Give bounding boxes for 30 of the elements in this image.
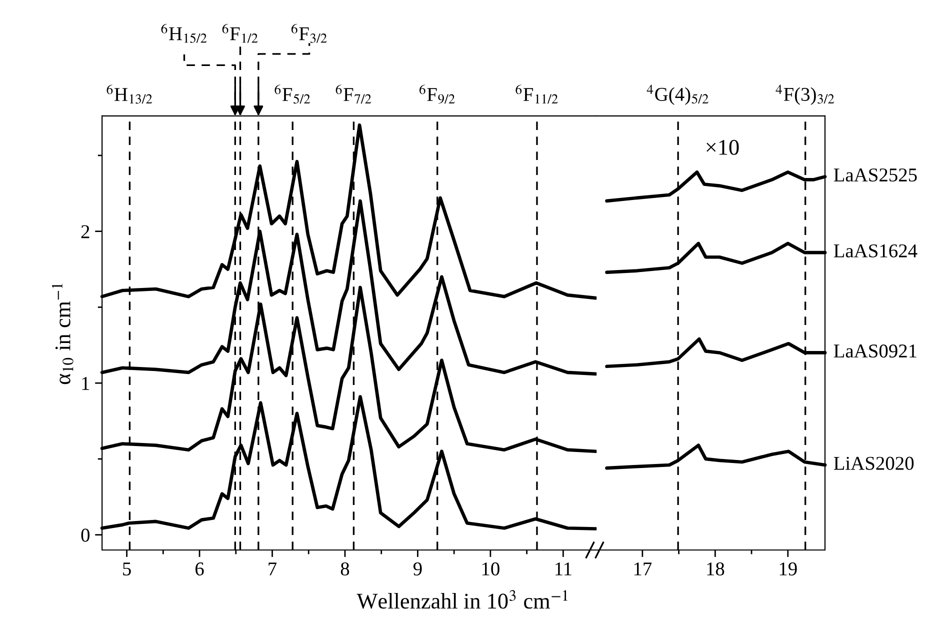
x-tick-label: 8 xyxy=(340,562,350,576)
ref-line-label: $^{4}$G(4)$_{5/2}$ xyxy=(646,84,708,105)
x-tick-label: 10 xyxy=(482,562,500,576)
ref-line-label: $^{6}$H$_{15/2}$ xyxy=(161,24,207,43)
ref-line-label: $^{6}$F$_{1/2}$ xyxy=(222,24,258,43)
ref-line-label: $^{6}$F$_{9/2}$ xyxy=(419,84,455,104)
y-tick-label: 0 xyxy=(81,528,90,542)
series-label: LaAS2525 xyxy=(834,168,917,182)
ref-line-label: $^{4}$F(3)$_{3/2}$ xyxy=(776,84,834,105)
ref-line-label: $^{6}$F$_{3/2}$ xyxy=(291,24,327,43)
x-tick-label: 11 xyxy=(556,562,572,576)
ref-line-label: $^{6}$H$_{13/2}$ xyxy=(106,84,152,104)
y-tick-label: 2 xyxy=(81,225,90,238)
annotation: ×10 xyxy=(706,140,739,155)
x-tick-label: 6 xyxy=(195,562,204,576)
y-tick-label: 1 xyxy=(82,376,90,390)
series-label: LiAS2020 xyxy=(834,456,914,470)
x-axis-title: Wellenzahl in 10$^{3}$ cm$^{−1}$ xyxy=(356,590,568,609)
x-tick-label: 7 xyxy=(268,562,277,576)
ref-line-label: $^{6}$F$_{7/2}$ xyxy=(336,84,372,104)
ref-line-label: $^{6}$F$_{11/2}$ xyxy=(516,84,558,104)
y-axis-title: α$_{10}$ in cm$^{−1}$ xyxy=(52,284,74,384)
ref-line-label: $^{6}$F$_{5/2}$ xyxy=(274,84,310,104)
series-label: LaAS1624 xyxy=(834,244,918,258)
x-tick-label: 19 xyxy=(780,562,797,576)
x-tick-label: 5 xyxy=(123,562,131,576)
series-label: LaAS0921 xyxy=(834,344,916,358)
x-tick-label: 9 xyxy=(413,562,422,576)
x-tick-label: 18 xyxy=(707,562,724,576)
x-tick-label: 17 xyxy=(634,562,652,576)
